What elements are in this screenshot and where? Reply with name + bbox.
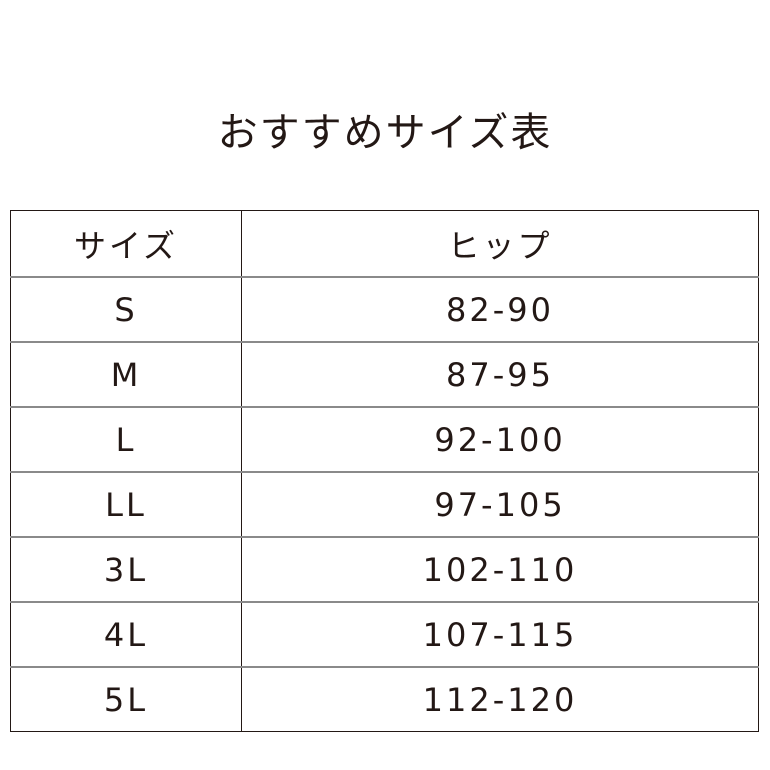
size-table: サイズ ヒップ S 82-90 M 87-95 L 92-100 LL 97-105 3L 102… [10,210,759,732]
size-cell: M [10,341,242,407]
hip-cell: 102-110 [241,536,759,602]
hip-cell: 87-95 [241,341,759,407]
page-title: おすすめサイズ表 [217,110,553,156]
table-row: LL 97-105 [10,471,759,537]
table-row: 5L 112-120 [10,666,759,732]
size-cell: 3L [10,536,242,602]
size-cell: 5L [10,666,242,732]
size-cell: 4L [10,601,242,667]
size-cell: L [10,406,242,472]
hip-cell: 112-120 [241,666,759,732]
size-cell: LL [10,471,242,537]
header-size: サイズ [10,210,242,277]
hip-cell: 107-115 [241,601,759,667]
hip-cell: 82-90 [241,276,759,342]
table-row: 4L 107-115 [10,601,759,667]
table-row: L 92-100 [10,406,759,472]
table-row: 3L 102-110 [10,536,759,602]
table-header-row: サイズ ヒップ [10,210,759,277]
table-row: M 87-95 [10,341,759,407]
hip-cell: 97-105 [241,471,759,537]
header-hip: ヒップ [447,226,553,265]
hip-cell: 92-100 [241,406,759,472]
size-cell: S [10,276,242,342]
table-row: S 82-90 [10,276,759,342]
